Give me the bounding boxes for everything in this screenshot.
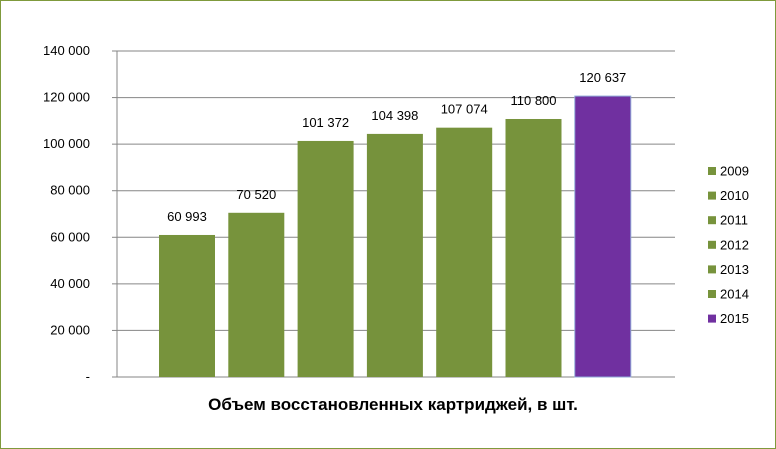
bar-2011 <box>297 140 354 377</box>
data-label-2010: 70 520 <box>236 187 276 202</box>
legend-label-2014: 2014 <box>720 287 749 302</box>
y-tick-label: - <box>86 369 90 384</box>
y-tick-label: 80 000 <box>50 183 90 198</box>
legend-swatch-2015 <box>708 314 716 323</box>
x-axis-title: Объем восстановленных картриджей, в шт. <box>208 395 578 414</box>
y-tick-label: 140 000 <box>43 43 90 58</box>
y-tick-label: 20 000 <box>50 322 90 337</box>
legend-swatch-2012 <box>708 240 716 249</box>
legend-swatch-2014 <box>708 290 716 298</box>
bars <box>159 95 632 378</box>
data-label-2011: 101 372 <box>302 115 349 130</box>
legend-label-2013: 2013 <box>720 262 749 277</box>
bar-2014 <box>505 118 562 377</box>
data-label-2009: 60 993 <box>167 209 207 224</box>
legend-label-2009: 2009 <box>720 164 749 179</box>
data-labels: 60 993 70 520 101 372 104 398 107 074 110 800… <box>167 70 626 224</box>
legend-label-2012: 2012 <box>720 237 749 252</box>
legend-swatch-2009 <box>708 167 716 175</box>
legend-label-2010: 2010 <box>720 188 749 203</box>
y-tick-label: 120 000 <box>43 90 90 105</box>
y-tick-label: 40 000 <box>50 276 90 291</box>
data-label-2013: 107 074 <box>441 102 488 117</box>
y-tick-label: 60 000 <box>50 229 90 244</box>
bar-2009 <box>159 234 215 377</box>
data-label-2015: 120 637 <box>579 70 626 85</box>
bar-2013 <box>436 127 493 378</box>
data-label-2014: 110 800 <box>510 93 556 108</box>
data-label-2012: 104 398 <box>371 108 418 123</box>
legend-swatch-2010 <box>708 191 716 200</box>
legend-swatch-2013 <box>708 265 716 274</box>
bar-2010 <box>228 212 285 377</box>
y-tick-label: 100 000 <box>43 136 90 151</box>
bar-2015 <box>574 95 632 378</box>
legend-label-2011: 2011 <box>720 213 748 228</box>
legend-swatch-2011 <box>708 216 716 225</box>
legend: 2009 2010 2011 2012 2013 2014 2015 <box>708 164 749 326</box>
bar-2012 <box>366 133 423 377</box>
legend-label-2015: 2015 <box>720 311 749 326</box>
y-axis: - 20 000 40 000 60 000 80 000 100 000 120 000 1… <box>43 43 675 384</box>
